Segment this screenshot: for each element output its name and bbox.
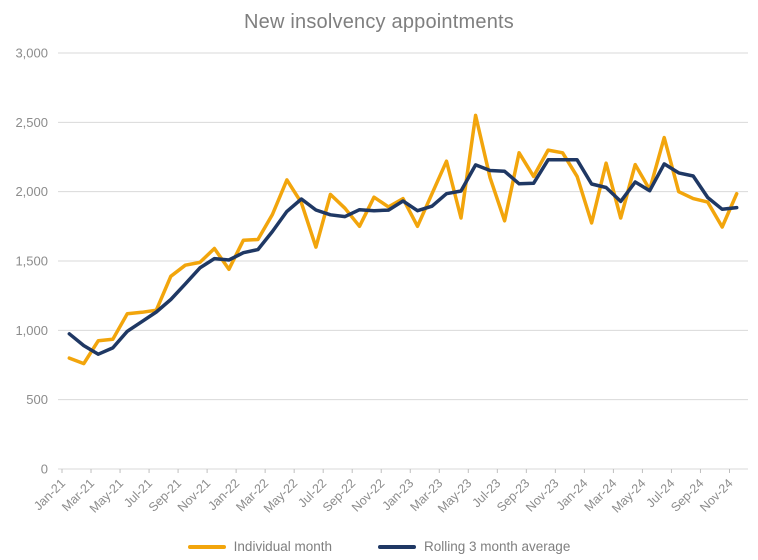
y-tick-label: 1,500 bbox=[15, 254, 48, 269]
rolling-average-line bbox=[67, 158, 739, 356]
y-tick-label: 1,000 bbox=[15, 323, 48, 338]
y-tick-label: 2,500 bbox=[15, 115, 48, 130]
chart-title: New insolvency appointments bbox=[244, 11, 514, 33]
y-tick-label: 500 bbox=[26, 392, 48, 407]
x-tick-label: Nov-23 bbox=[523, 476, 561, 514]
y-gridlines bbox=[58, 52, 748, 470]
individual-month-line bbox=[67, 113, 739, 366]
y-tick-label: 2,000 bbox=[15, 184, 48, 199]
y-axis-labels: 0 500 1,000 1,500 2,000 2,500 3,000 bbox=[15, 46, 48, 477]
x-axis-labels: Jan-21Mar-21May-21Jul-21Sep-21Nov-21Jan-… bbox=[31, 476, 735, 515]
x-tick-label: Nov-21 bbox=[175, 476, 213, 514]
legend-label-rolling-average: Rolling 3 month average bbox=[423, 539, 571, 554]
legend-label-individual-month: Individual month bbox=[233, 539, 332, 554]
y-tick-label: 0 bbox=[41, 462, 48, 477]
y-tick-label: 3,000 bbox=[15, 46, 48, 61]
individual-month-line-swatch bbox=[187, 544, 226, 549]
legend-item-rolling-average: Rolling 3 month average bbox=[377, 539, 571, 554]
x-tick-label: Nov-24 bbox=[697, 476, 735, 514]
rolling-average-line-swatch bbox=[377, 544, 416, 549]
legend: Individual month Rolling 3 month average bbox=[0, 539, 758, 554]
legend-item-individual-month: Individual month bbox=[187, 539, 332, 554]
x-tick-label: Nov-22 bbox=[349, 476, 387, 514]
x-tick-marks bbox=[61, 469, 730, 473]
